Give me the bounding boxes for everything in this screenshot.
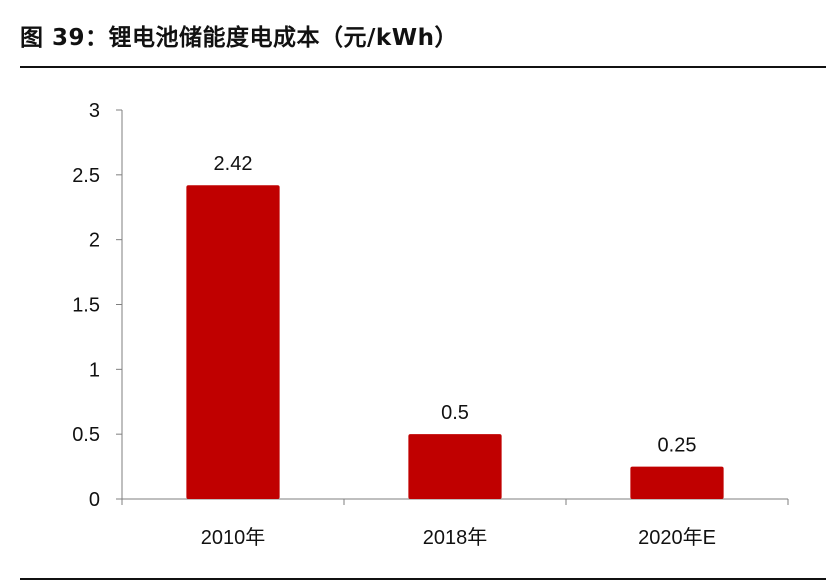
bar — [630, 466, 724, 499]
data-labels: 2.42 0.5 0.25 — [214, 153, 697, 456]
data-label: 2.42 — [214, 153, 253, 175]
x-category-label: 2010年 — [201, 526, 266, 549]
y-tick-label: 2 — [89, 230, 100, 252]
y-tick-label: 1 — [89, 359, 100, 381]
y-tick-label: 1.5 — [72, 295, 100, 317]
data-label: 0.5 — [441, 402, 469, 424]
title-divider — [20, 66, 826, 68]
bottom-divider — [20, 578, 826, 580]
y-tick-label: 0 — [89, 489, 100, 511]
x-category-label: 2018年 — [423, 526, 488, 549]
bars — [186, 185, 724, 499]
y-tick-label: 2.5 — [72, 165, 100, 187]
y-axis: 0 0.5 1 1.5 2 2.5 3 — [72, 100, 123, 511]
data-label: 0.25 — [658, 435, 697, 457]
x-category-label: 2020年E — [638, 526, 716, 549]
y-tick-label: 3 — [89, 100, 100, 122]
bar — [408, 434, 502, 499]
figure-title: 图 39：锂电池储能度电成本（元/kWh） — [20, 25, 458, 51]
bar — [186, 185, 280, 499]
x-axis: 2010年 2018年 2020年E — [121, 498, 789, 549]
y-tick-label: 0.5 — [72, 424, 100, 446]
